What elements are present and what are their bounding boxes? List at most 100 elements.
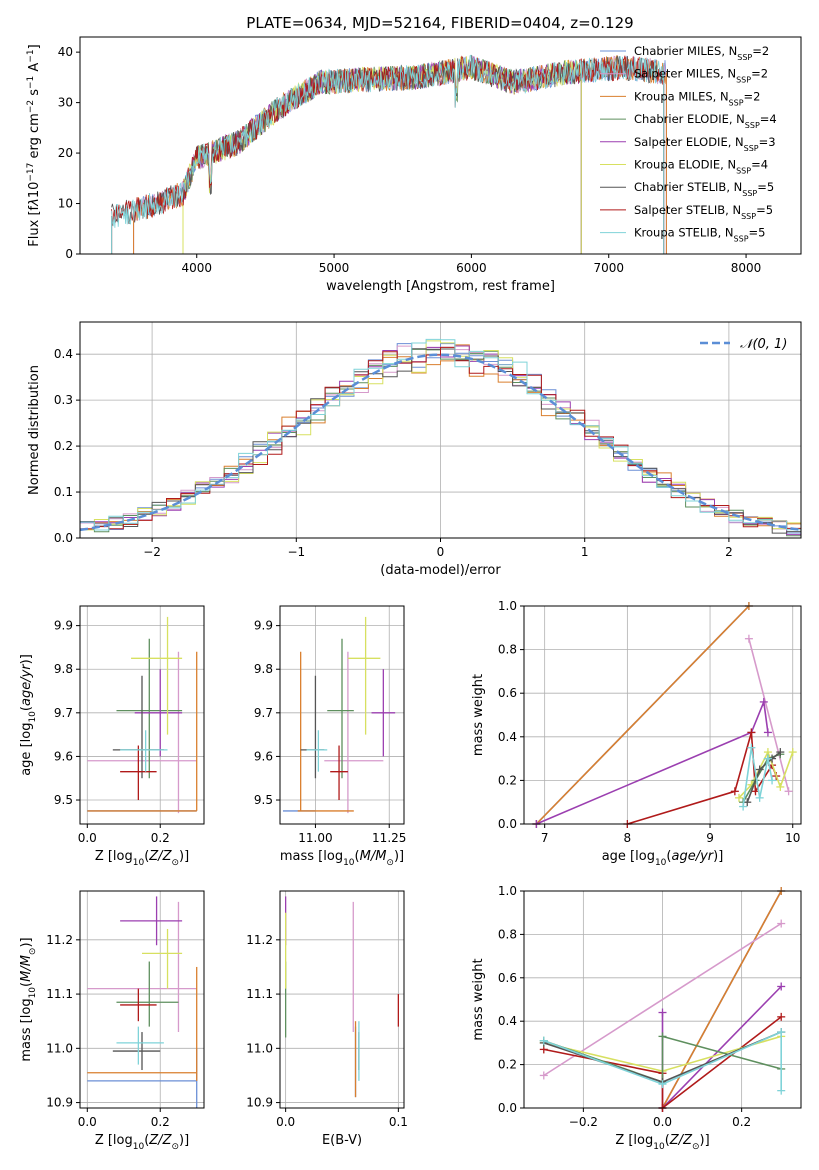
y-tick-label: 11.2: [46, 933, 73, 947]
y-tick-label: 0.8: [498, 643, 517, 657]
y-tick-label: 0.6: [498, 686, 517, 700]
y-tick-label: 40: [58, 45, 73, 59]
y-tick-label: 11.0: [46, 1041, 73, 1055]
x-tick-label: 11.25: [372, 831, 406, 845]
y-axis-label: age [log10(age/yr)]: [19, 654, 38, 776]
weight-series-line: [535, 605, 750, 825]
axes-frame: [279, 890, 405, 1109]
y-tick-label: 9.7: [54, 706, 73, 720]
errorbar-group: [87, 896, 198, 1108]
y-tick-label: 0.0: [498, 817, 517, 831]
x-tick-label: 11.00: [298, 831, 332, 845]
y-tick-label: 0.2: [498, 1058, 517, 1072]
axes-frame: [523, 890, 802, 1109]
axes-frame: [79, 890, 205, 1109]
x-tick-label: 9: [706, 831, 714, 845]
y-tick-label: 1.0: [498, 884, 517, 898]
y-tick-label: 9.5: [54, 793, 73, 807]
spectrum-panel: 4000 5000 6000 7000 8000 0 10 20 30 40 wavelength …: [26, 36, 802, 294]
x-tick-label: 0.0: [78, 1115, 97, 1129]
x-tick-label: −2: [143, 545, 161, 559]
y-axis-label: mass weight: [471, 958, 486, 1040]
legend-label: Kroupa MILES, NSSP=2: [634, 89, 760, 107]
spectrum-legend: Chabrier MILES, NSSP=2 Salpeter MILES, NS…: [600, 44, 777, 243]
y-tick-label: 0.4: [498, 1014, 517, 1028]
y-tick-label: 10.9: [246, 1096, 273, 1110]
y-axis-label: mass weight: [471, 674, 486, 756]
y-tick-label: 9.9: [54, 619, 73, 633]
y-tick-label: 9.8: [254, 662, 273, 676]
axes-frame: [79, 321, 802, 539]
x-tick-label: 1: [581, 545, 589, 559]
x-tick-label: 0.2: [151, 831, 170, 845]
axes-frame: [79, 36, 802, 255]
y-tick-label: 0.4: [498, 730, 517, 744]
y-tick-label: 11.1: [46, 987, 73, 1001]
x-tick-label: 5000: [319, 261, 350, 275]
y-tick-label: 9.5: [254, 793, 273, 807]
x-tick-label: 2: [725, 545, 733, 559]
mass-vs-Z-panel: 0.0 0.2 10.9 11.0 11.1 11.2 Z [log10(Z/Z⊙)] mas…: [19, 890, 205, 1152]
x-tick-label: 6000: [456, 261, 487, 275]
y-axis-label: Flux [fλ10−17 erg cm−2 s−1 A−1]: [26, 44, 42, 246]
x-tick-label: −1: [287, 545, 305, 559]
y-tick-label: 9.8: [54, 662, 73, 676]
x-axis-label: age [log10(age/yr)]: [602, 849, 724, 868]
y-axis-label: mass [log10(M/M⊙)]: [19, 937, 38, 1061]
weight-series-line: [543, 1030, 782, 1091]
weight-vs-Z-panel: −0.2 0.0 0.2 0.0 0.2 0.4 0.6 0.8 1.0 Z [log10(Z/Z…: [471, 884, 802, 1152]
y-tick-label: 10: [58, 197, 73, 211]
legend-label: Chabrier ELODIE, NSSP=4: [634, 112, 777, 130]
x-axis-label: wavelength [Angstrom, rest frame]: [326, 279, 555, 294]
y-tick-label: 0.0: [54, 531, 73, 545]
x-axis-label: E(B-V): [322, 1133, 362, 1148]
x-axis-label: Z [log10(Z/Z⊙)]: [615, 1133, 709, 1152]
axes-frame: [523, 605, 802, 825]
y-tick-label: 9.6: [54, 749, 73, 763]
spectrum-series-line: [111, 54, 665, 228]
y-tick-label: 0.2: [54, 439, 73, 453]
x-axis-label: Z [log10(Z/Z⊙)]: [95, 1133, 189, 1152]
axes-frame: [279, 605, 405, 825]
x-tick-label: 4000: [181, 261, 212, 275]
legend-label: Salpeter MILES, NSSP=2: [634, 67, 768, 85]
x-tick-label: 8000: [731, 261, 762, 275]
weight-series-line: [661, 985, 782, 1110]
x-tick-label: 8: [624, 831, 632, 845]
legend-label: Chabrier STELIB, NSSP=5: [634, 180, 774, 198]
y-tick-label: 11.0: [246, 1041, 273, 1055]
x-tick-label: 0.2: [732, 1115, 751, 1129]
axes-frame: [79, 605, 205, 825]
legend-label: Kroupa ELODIE, NSSP=4: [634, 158, 768, 176]
legend-label: Salpeter ELODIE, NSSP=3: [634, 135, 776, 153]
weight-series-line: [543, 1035, 782, 1084]
residual-panel: −2 −1 0 1 2 0.0 0.1 0.2 0.3 0.4 𝒩(0, 1) (data-model…: [27, 321, 802, 578]
weight-series-line: [746, 751, 781, 803]
age-vs-mass-panel: 11.00 11.25 9.5 9.6 9.7 9.8 9.9 mass [log10(M/M…: [254, 605, 406, 868]
y-tick-label: 10.9: [46, 1096, 73, 1110]
x-tick-label: 0.0: [276, 1115, 295, 1129]
weight-series-line: [661, 890, 782, 1109]
y-tick-label: 1.0: [498, 599, 517, 613]
age-vs-Z-panel: 0.0 0.2 9.5 9.6 9.7 9.8 9.9 Z [log10(Z/Z⊙)] age …: [19, 605, 205, 868]
x-axis-label: (data-model)/error: [380, 563, 501, 578]
spectrum-lines: [111, 54, 667, 254]
x-axis-label: mass [log10(M/M⊙)]: [280, 849, 404, 868]
x-tick-label: 0: [437, 545, 445, 559]
x-tick-label: 0.2: [151, 1115, 170, 1129]
errorbar-group: [87, 616, 198, 814]
weight-vs-age-panel: 7 8 9 10 0.0 0.2 0.4 0.6 0.8 1.0 age [log10(age/yr…: [471, 599, 802, 868]
x-tick-label: 0.1: [389, 1115, 408, 1129]
y-tick-label: 11.2: [246, 933, 273, 947]
y-tick-label: 9.9: [254, 619, 273, 633]
y-axis-label: Normed distribution: [27, 365, 42, 495]
y-tick-label: 0.8: [498, 927, 517, 941]
x-tick-label: 7: [541, 831, 549, 845]
histogram-series: [79, 338, 802, 538]
x-tick-label: 7000: [593, 261, 624, 275]
y-tick-label: 0.2: [498, 773, 517, 787]
x-axis-label: Z [log10(Z/Z⊙)]: [95, 849, 189, 868]
x-tick-label: 0.0: [653, 1115, 672, 1129]
x-tick-label: 10: [785, 831, 800, 845]
